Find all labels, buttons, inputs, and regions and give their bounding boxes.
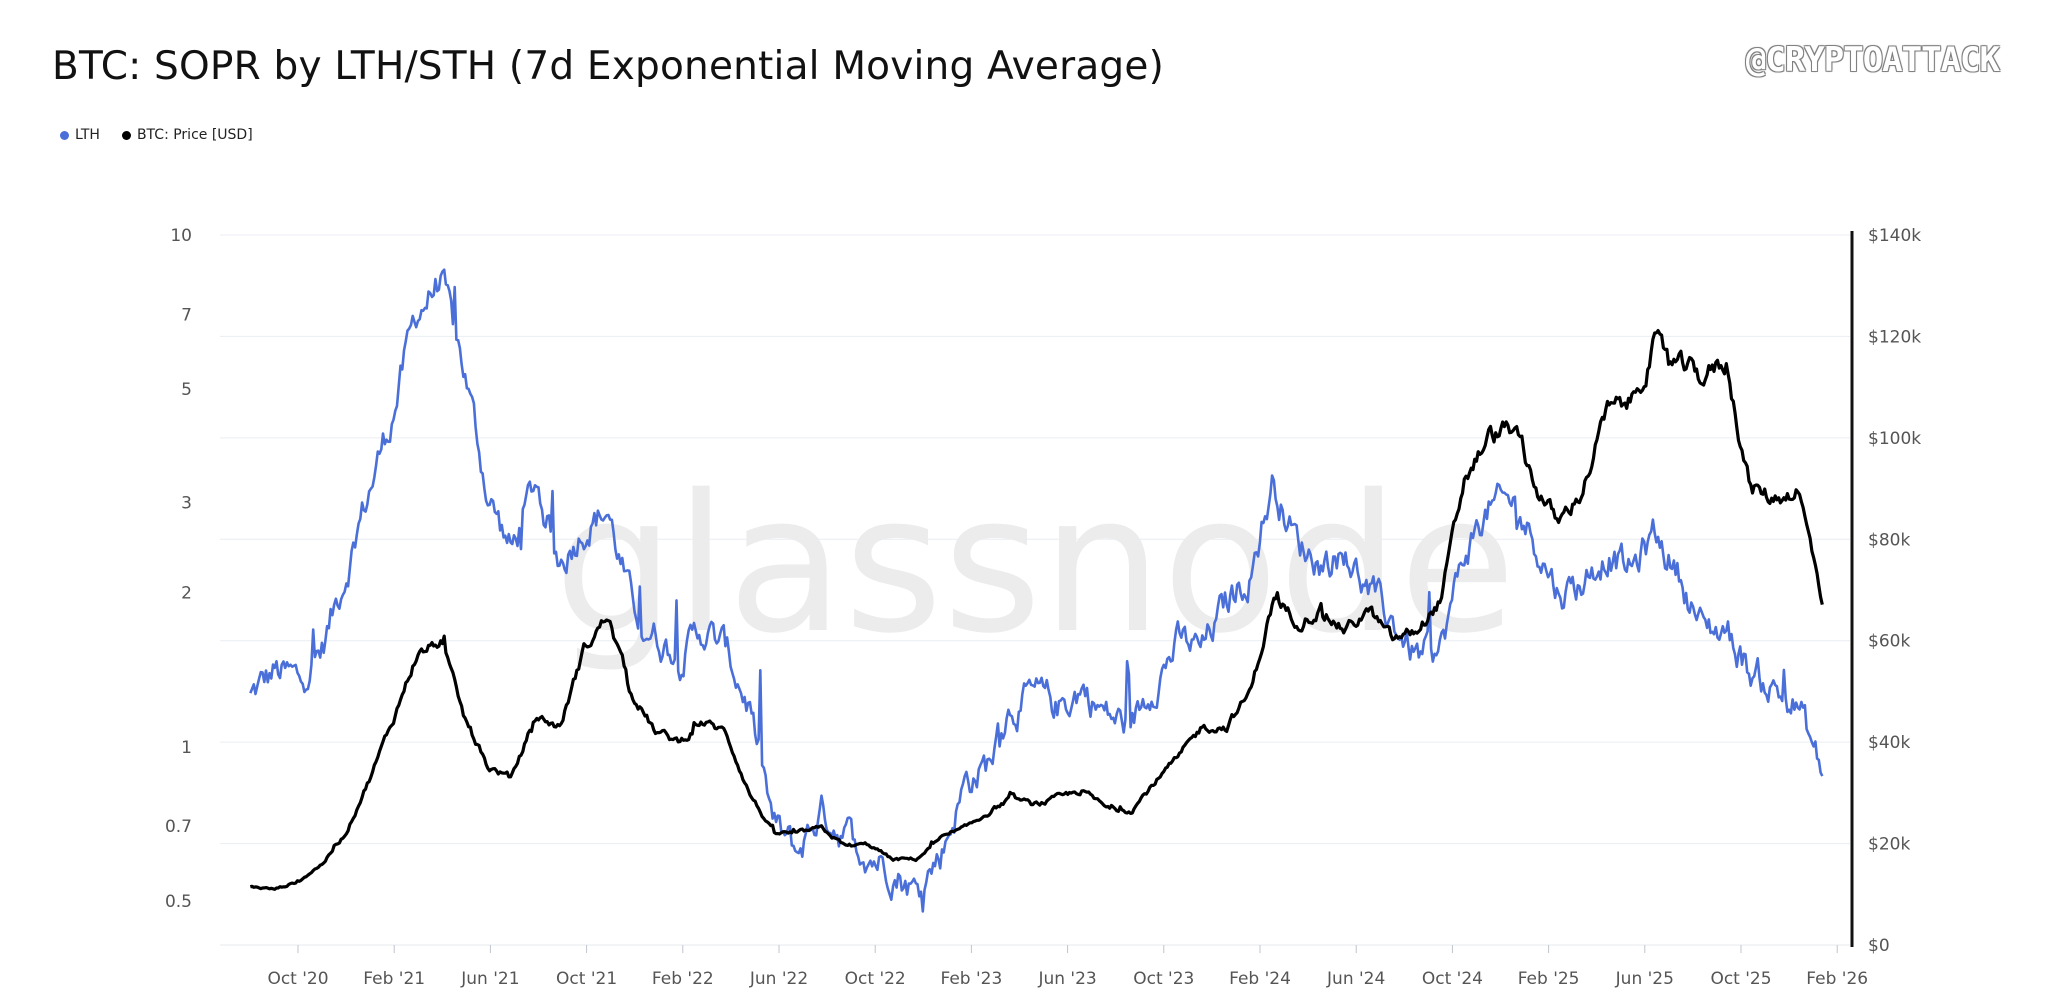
legend-label-price: BTC: Price [USD] bbox=[136, 127, 253, 143]
left-tick-label: 1 bbox=[181, 738, 192, 758]
series-layer bbox=[249, 268, 1824, 913]
left-tick-label: 10 bbox=[170, 226, 192, 246]
right-axis: $140k $120k $100k $80k $60k $40k $20k $0 bbox=[1850, 226, 1921, 956]
series-line-lth bbox=[249, 268, 1824, 913]
right-tick-label: $60k bbox=[1868, 632, 1910, 652]
right-tick-label: $40k bbox=[1868, 733, 1910, 753]
x-tick-label: Feb '24 bbox=[1229, 969, 1291, 989]
x-tick-label: Oct '22 bbox=[845, 969, 906, 989]
watermark-tag: @CRYPTOATTACK bbox=[1745, 40, 2000, 80]
left-tick-label: 0.5 bbox=[165, 892, 192, 912]
x-tick-label: Oct '21 bbox=[556, 969, 617, 989]
legend-item-lth[interactable]: LTH bbox=[60, 127, 100, 143]
left-tick-label: 0.7 bbox=[165, 817, 192, 837]
x-axis: Oct '20 Feb '21 Jun '21 Oct '21 Feb '22 Jun '… bbox=[220, 944, 1868, 989]
x-tick-label: Feb '21 bbox=[363, 969, 425, 989]
left-tick-label: 2 bbox=[181, 584, 192, 604]
x-tick-label: Oct '23 bbox=[1133, 969, 1194, 989]
right-tick-label: $0 bbox=[1868, 936, 1890, 956]
x-tick-label: Oct '20 bbox=[267, 969, 328, 989]
left-tick-label: 7 bbox=[181, 305, 192, 325]
chart-title: BTC: SOPR by LTH/STH (7d Exponential Mov… bbox=[52, 44, 1164, 89]
chart-legend: LTH BTC: Price [USD] bbox=[60, 127, 253, 143]
right-tick-label: $140k bbox=[1868, 226, 1921, 246]
x-tick-label: Jun '21 bbox=[460, 969, 519, 989]
x-tick-label: Jun '22 bbox=[749, 969, 808, 989]
background-watermark: glassnode bbox=[554, 454, 1516, 675]
right-tick-label: $100k bbox=[1868, 429, 1921, 449]
x-tick-label: Jun '23 bbox=[1037, 969, 1096, 989]
right-tick-label: $20k bbox=[1868, 835, 1910, 855]
right-tick-label: $80k bbox=[1868, 530, 1910, 550]
x-tick-label: Feb '23 bbox=[940, 969, 1002, 989]
left-tick-label: 3 bbox=[181, 494, 192, 514]
x-tick-label: Oct '25 bbox=[1710, 969, 1771, 989]
left-tick-label: 5 bbox=[181, 380, 192, 400]
left-axis: 10 7 5 3 2 1 0.7 0.5 bbox=[165, 226, 192, 912]
x-tick-label: Feb '26 bbox=[1806, 969, 1868, 989]
x-tick-label: Jun '24 bbox=[1326, 969, 1385, 989]
legend-label-lth: LTH bbox=[75, 127, 100, 143]
x-tick-label: Jun '25 bbox=[1615, 969, 1674, 989]
x-tick-label: Feb '22 bbox=[652, 969, 714, 989]
series-line-price bbox=[249, 329, 1824, 891]
legend-dot-lth bbox=[60, 130, 69, 140]
legend-item-price[interactable]: BTC: Price [USD] bbox=[121, 127, 253, 143]
legend-dot-price bbox=[121, 130, 131, 140]
x-tick-label: Oct '24 bbox=[1422, 969, 1483, 989]
x-tick-label: Feb '25 bbox=[1518, 969, 1580, 989]
right-tick-label: $120k bbox=[1868, 327, 1921, 347]
